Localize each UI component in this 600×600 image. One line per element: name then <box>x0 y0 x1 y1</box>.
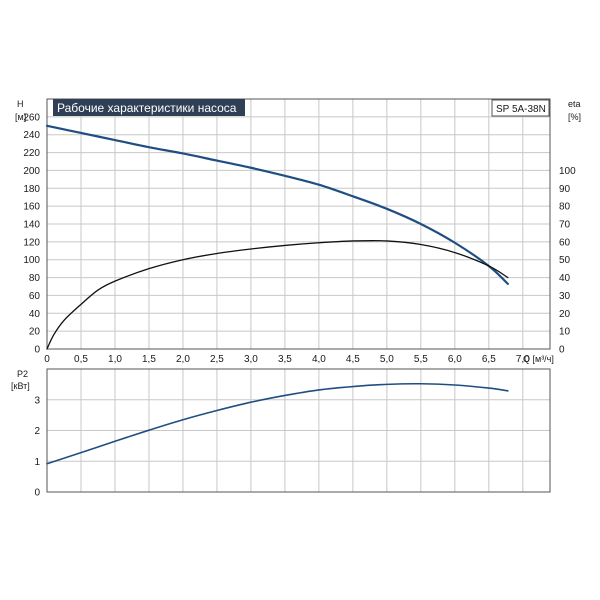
y-tick-label: 200 <box>23 166 40 177</box>
y-tick-label: 120 <box>23 237 40 248</box>
head-plot-grid <box>46 99 550 350</box>
x-tick-label: 2,5 <box>210 354 224 365</box>
x-tick-label: 4,5 <box>346 354 360 365</box>
power-plot-grid <box>46 369 550 493</box>
head-curve <box>45 124 509 285</box>
efficiency-curve <box>46 239 509 350</box>
y-tick-label: 2 <box>34 426 40 437</box>
y2-tick-label: 80 <box>559 202 571 213</box>
y-tick-label: 180 <box>23 184 40 195</box>
x-tick-label: 2,0 <box>176 354 190 365</box>
y2-tick-label: 30 <box>559 291 571 302</box>
head-efficiency-plot: Рабочие характеристики насоса SP 5A-38N … <box>15 98 581 365</box>
y-axis-unit-power: [кВт] <box>11 381 30 391</box>
y2-tick-label: 60 <box>559 237 571 248</box>
y2-axis-unit-eta: [%] <box>568 112 581 122</box>
y-tick-label: 20 <box>29 327 41 338</box>
y-tick-label: 100 <box>23 255 40 266</box>
x-tick-label: 4,0 <box>312 354 326 365</box>
chart-title-box <box>53 99 245 116</box>
x-tick-label: 0 <box>44 354 50 365</box>
y-axis-label-power: P2 <box>17 369 28 379</box>
y2-axis-label-eta: eta <box>568 99 581 109</box>
x-tick-label: 5,0 <box>380 354 394 365</box>
head-plot-ticks: 0204060801001201401601802002202402600102… <box>23 112 576 365</box>
y-axis-label-head: H <box>17 99 24 109</box>
x-tick-label: 7,0 <box>516 354 530 365</box>
head-plot-curves <box>45 124 509 350</box>
y-tick-label: 80 <box>29 273 41 284</box>
power-curve <box>46 382 509 465</box>
chart-title: Рабочие характеристики насоса <box>57 101 237 115</box>
x-tick-label: 0,5 <box>74 354 88 365</box>
y-tick-label: 1 <box>34 457 40 468</box>
y-tick-label: 0 <box>34 345 40 356</box>
y2-tick-label: 90 <box>559 184 571 195</box>
y-tick-label: 220 <box>23 148 40 159</box>
y-tick-label: 40 <box>29 309 41 320</box>
x-tick-label: 5,5 <box>414 354 428 365</box>
y-tick-label: 0 <box>34 488 40 499</box>
y2-tick-label: 0 <box>559 345 565 356</box>
pump-model-label: SP 5A-38N <box>496 104 546 115</box>
power-plot: P2 [кВт] 0 1 2 3 <box>11 368 551 499</box>
pump-model-box <box>491 99 550 117</box>
power-plot-curves <box>46 382 509 465</box>
x-tick-label: 6,0 <box>448 354 462 365</box>
head-plot-frame <box>46 98 551 350</box>
y-tick-label: 140 <box>23 220 40 231</box>
y-tick-label: 3 <box>34 395 40 406</box>
y2-tick-label: 100 <box>559 166 576 177</box>
y2-tick-label: 20 <box>559 309 571 320</box>
y2-tick-label: 70 <box>559 220 571 231</box>
y-tick-label: 160 <box>23 202 40 213</box>
y2-tick-label: 10 <box>559 327 571 338</box>
power-plot-frame <box>46 368 551 493</box>
x-tick-label: 3,5 <box>278 354 292 365</box>
x-tick-label: 6,5 <box>482 354 496 365</box>
x-tick-label: 1,0 <box>108 354 122 365</box>
x-tick-label: 3,0 <box>244 354 258 365</box>
y-tick-label: 260 <box>23 112 40 123</box>
x-tick-label: 1,5 <box>142 354 156 365</box>
y2-tick-label: 50 <box>559 255 571 266</box>
y-tick-label: 60 <box>29 291 41 302</box>
y-tick-label: 240 <box>23 130 40 141</box>
x-axis-label-flow: Q [м³/ч] <box>523 354 554 364</box>
power-plot-ticks: 0 1 2 3 <box>34 395 40 498</box>
y2-tick-label: 40 <box>559 273 571 284</box>
y-axis-unit-head: [м] <box>15 112 26 122</box>
